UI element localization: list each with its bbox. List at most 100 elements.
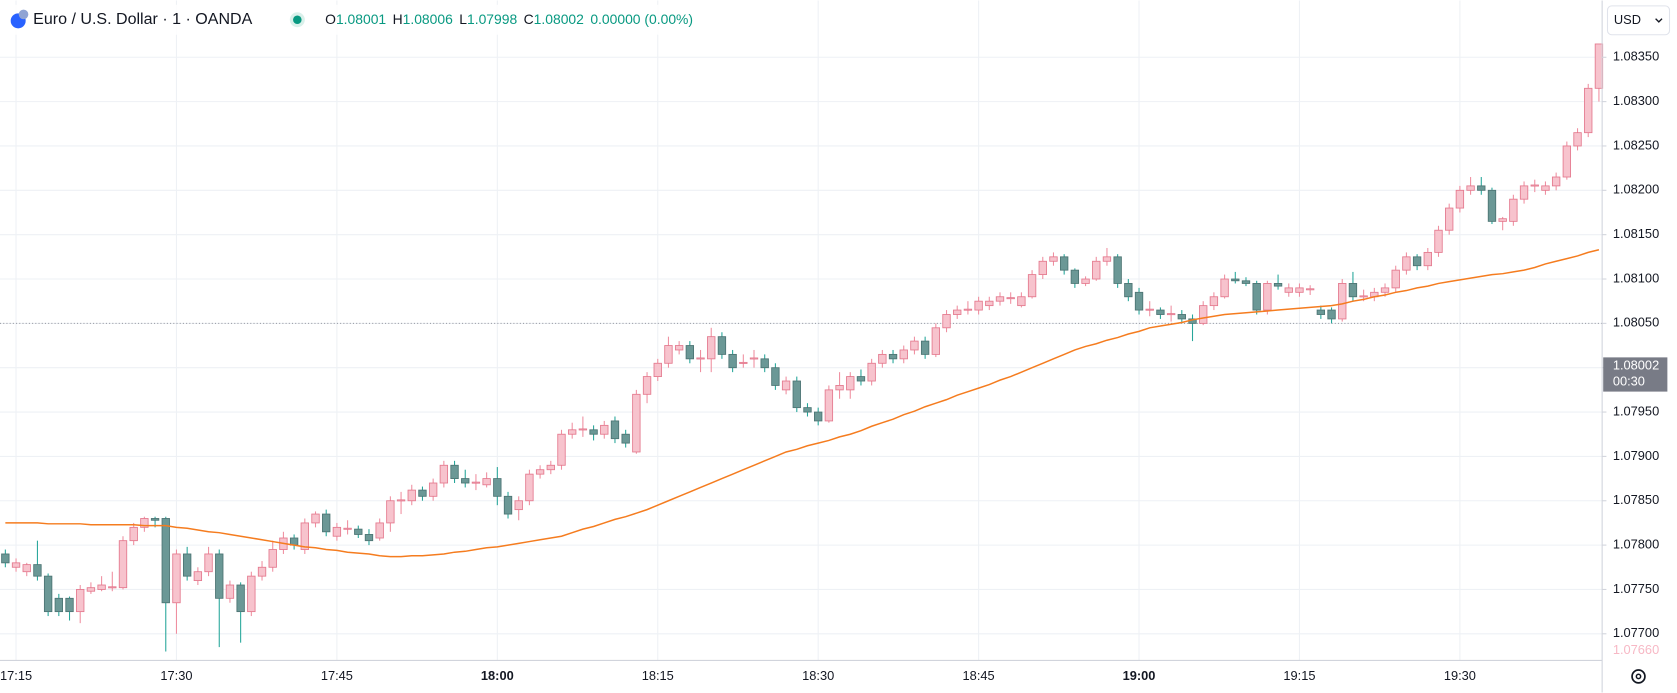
candle-body	[642, 376, 652, 395]
candle-body	[1412, 256, 1422, 267]
candle-body	[1584, 87, 1593, 134]
candle-body	[225, 584, 235, 599]
candle-body	[161, 518, 170, 604]
candle-body	[43, 575, 53, 613]
candle-body	[717, 336, 727, 355]
y-tick-label: 1.08300	[1613, 93, 1659, 108]
currency-label: USD	[1614, 12, 1641, 27]
candle-body	[22, 564, 31, 573]
low-label-box	[1606, 642, 1667, 660]
candle-body	[1006, 297, 1015, 300]
y-tick-label: 1.08050	[1613, 315, 1659, 330]
candle-body	[920, 340, 930, 355]
candle-body	[86, 587, 96, 592]
candle-body	[1059, 256, 1069, 271]
candle-body	[247, 575, 256, 613]
o-value: 1.08001	[336, 10, 386, 26]
candle-body	[1209, 296, 1219, 307]
candle-body	[193, 571, 203, 582]
c-label: C	[524, 10, 534, 26]
candle-body	[1017, 296, 1026, 307]
plot	[1, 43, 1604, 652]
candle-body	[878, 353, 887, 364]
candle-body	[846, 376, 855, 391]
candle-body	[1124, 283, 1133, 298]
candle-body	[257, 566, 267, 577]
last-price-label: 1.08002	[1613, 357, 1659, 372]
l-value: 1.07998	[467, 10, 517, 26]
candle-body	[610, 420, 620, 440]
candle-body	[589, 429, 598, 435]
candle-body	[749, 357, 759, 360]
candle-body	[1177, 314, 1186, 320]
candle-body	[1220, 278, 1229, 298]
candle-body	[568, 429, 577, 435]
candle-body	[1027, 274, 1037, 298]
candle-body	[653, 362, 662, 378]
candle-body	[182, 553, 192, 577]
candle-body	[888, 353, 898, 360]
candle-body	[461, 478, 470, 484]
currency-select[interactable]	[1606, 5, 1671, 36]
h-value: 1.08006	[403, 10, 453, 26]
candle-body	[33, 564, 42, 577]
candle-body	[375, 522, 384, 539]
y-tick-label: 1.08200	[1613, 182, 1659, 197]
change-value: 0.00000 (0.00%)	[590, 10, 693, 26]
candle-body	[332, 526, 342, 537]
candle-body	[1573, 132, 1582, 147]
grid	[0, 0, 1603, 661]
candle-body	[803, 407, 812, 413]
candle-body	[471, 481, 481, 484]
candle-body	[418, 489, 427, 497]
candle-body	[1380, 287, 1390, 293]
candle-body	[953, 309, 962, 315]
candle-body	[1, 553, 10, 564]
candle-body	[1541, 185, 1550, 191]
candle-body	[76, 589, 85, 613]
x-tick-label: 18:00	[481, 668, 514, 683]
axes: 1.07700 1.07750 1.07800 1.07850 1.07900 1.079…	[0, 49, 1668, 683]
candle-body	[1070, 269, 1080, 284]
candle-body	[739, 361, 748, 364]
candle-body	[835, 385, 844, 391]
x-tick-label: 18:45	[963, 668, 995, 683]
y-tick-label: 1.08150	[1613, 226, 1659, 241]
candle-body	[1519, 185, 1529, 200]
candle-body	[493, 478, 502, 497]
symbol-name[interactable]: Euro / U.S. Dollar · 1 · OANDA	[33, 10, 252, 28]
candle-body	[1487, 189, 1497, 222]
symbol-icon	[10, 9, 29, 29]
candle-body	[1348, 283, 1358, 298]
y-tick-label: 1.07900	[1613, 448, 1659, 463]
candle-body	[354, 528, 363, 535]
candle-body	[482, 478, 491, 486]
candle-body	[129, 526, 138, 542]
candle-body	[696, 357, 705, 360]
candle-body	[450, 464, 459, 480]
settings-button[interactable]	[1631, 669, 1646, 684]
candle-body	[1081, 278, 1090, 284]
candle-body	[118, 540, 128, 589]
x-tick-label: 19:15	[1283, 668, 1315, 683]
candle-body	[600, 424, 609, 435]
candle-body	[1562, 145, 1572, 178]
candle-body	[781, 380, 791, 391]
candle-body	[1466, 185, 1475, 191]
c-value: 1.08002	[534, 10, 584, 26]
candle-body	[311, 513, 320, 524]
x-tick-label: 17:30	[160, 668, 192, 683]
candle-body	[578, 428, 588, 431]
legend-bg	[0, 4, 685, 35]
candle-body	[942, 314, 951, 329]
candle-body	[1434, 229, 1443, 253]
candle-body	[899, 349, 908, 360]
candle-body	[1455, 189, 1465, 209]
ohlc-legend: O1.08001 H1.08006 L1.07998 C1.08002 0.00000 …	[325, 10, 693, 26]
last-price-box	[1603, 357, 1668, 392]
candle-body	[707, 336, 716, 360]
y-tick-label: 1.07700	[1613, 625, 1659, 640]
candle-body	[910, 340, 919, 351]
candle-body	[1092, 260, 1101, 280]
